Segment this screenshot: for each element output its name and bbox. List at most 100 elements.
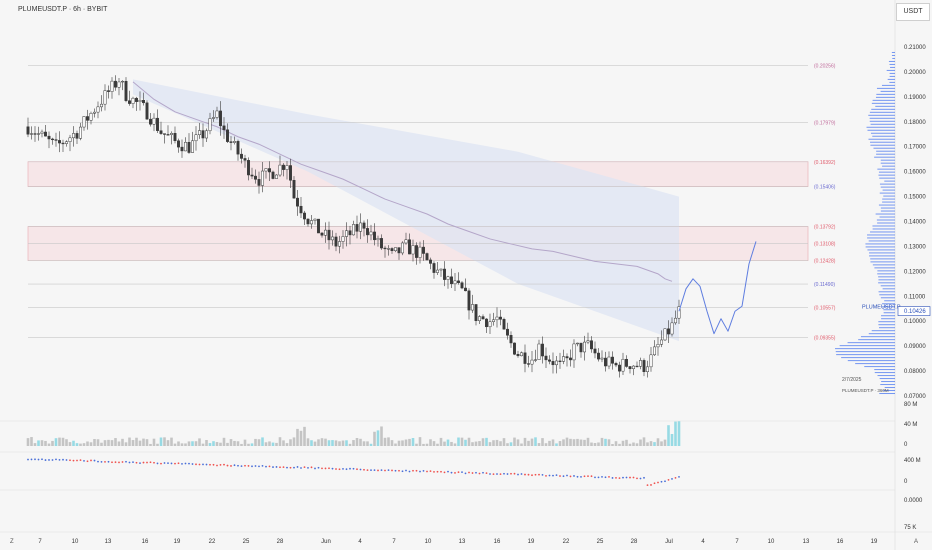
volume-bar bbox=[502, 438, 506, 446]
candle-body bbox=[646, 366, 649, 372]
profile-bar bbox=[884, 387, 895, 389]
profile-bar bbox=[875, 105, 895, 107]
volume-bar bbox=[506, 443, 509, 446]
volume-bar bbox=[68, 442, 72, 446]
volume-bar bbox=[72, 440, 75, 446]
candle-body bbox=[261, 170, 264, 186]
profile-bar bbox=[869, 255, 895, 257]
profile-bar bbox=[867, 129, 895, 131]
currency-button[interactable]: USDT bbox=[896, 3, 930, 21]
volume-bar bbox=[33, 443, 37, 446]
indicator-dot bbox=[233, 464, 236, 467]
level-label-9: (0.09355) bbox=[814, 335, 836, 341]
volume-bar bbox=[310, 440, 313, 446]
profile-bar bbox=[869, 252, 895, 254]
indicator-dot bbox=[604, 476, 607, 479]
volume-bar bbox=[96, 439, 100, 446]
candle-body bbox=[499, 316, 502, 320]
volume-bar bbox=[509, 442, 513, 446]
candle-body bbox=[82, 116, 86, 128]
candle-body bbox=[278, 164, 282, 176]
volume-bar bbox=[495, 439, 499, 446]
profile-bar bbox=[878, 174, 895, 176]
indicator-dot bbox=[282, 466, 285, 469]
candle-body bbox=[355, 224, 359, 232]
volume-bar bbox=[565, 437, 569, 446]
candle-body bbox=[341, 236, 345, 242]
volume-bar bbox=[131, 440, 135, 446]
profile-bar bbox=[847, 342, 895, 344]
volume-bar bbox=[233, 440, 236, 446]
candle-body bbox=[177, 140, 180, 148]
indicator-dot bbox=[366, 469, 369, 472]
candle-body bbox=[285, 165, 289, 170]
candle-body bbox=[26, 126, 30, 135]
indicator-dot bbox=[44, 459, 47, 461]
profile-bar bbox=[866, 126, 895, 128]
candle-body bbox=[173, 133, 177, 142]
y-tick-13: 0.08000 bbox=[904, 369, 926, 375]
volume-bar bbox=[635, 443, 639, 446]
profile-bar bbox=[871, 330, 895, 332]
candle-body bbox=[110, 80, 114, 92]
candle-body bbox=[68, 137, 72, 142]
volume-bar bbox=[656, 438, 660, 446]
volume-bar bbox=[187, 441, 191, 446]
candle-body bbox=[397, 247, 401, 254]
indicator-dot bbox=[146, 461, 148, 464]
y-tick-9: 0.12000 bbox=[904, 269, 926, 275]
indicator-dot bbox=[461, 471, 463, 473]
volume-bar bbox=[75, 443, 79, 446]
candle-body bbox=[222, 125, 226, 131]
candle-body bbox=[625, 358, 628, 367]
candle-body bbox=[450, 276, 453, 285]
profile-bar bbox=[889, 63, 895, 65]
volume-bar bbox=[478, 441, 481, 446]
volume-bar bbox=[429, 439, 432, 446]
volume-bar bbox=[471, 442, 474, 446]
profile-bar bbox=[867, 237, 895, 239]
indicator-dot bbox=[296, 466, 299, 468]
indicator-dot bbox=[279, 466, 281, 469]
candle-body bbox=[635, 365, 639, 368]
indicator-dot bbox=[625, 476, 628, 479]
indicator-dot bbox=[167, 462, 169, 465]
indicator-dot bbox=[583, 475, 586, 478]
ind-tick-1: 0 bbox=[904, 479, 908, 485]
candle-body bbox=[149, 118, 152, 125]
candle-body bbox=[520, 352, 523, 357]
indicator-dot bbox=[293, 466, 295, 469]
indicator-dot bbox=[202, 463, 204, 466]
time-axis[interactable]: 7 10 13 16 19 22 25 28 Jun 4 7 10 13 16 19 22 25 28 Jul 4 7 1… bbox=[10, 539, 918, 545]
candle-body bbox=[100, 103, 103, 108]
candle-body bbox=[345, 230, 348, 237]
volume-bar bbox=[422, 443, 425, 446]
indicator-dot bbox=[86, 460, 89, 463]
profile-bar bbox=[877, 375, 895, 377]
indicator-dot bbox=[356, 468, 358, 471]
volume-bar bbox=[285, 443, 289, 446]
x-tick-0: 7 bbox=[38, 539, 42, 545]
volume-bar bbox=[446, 439, 450, 446]
candle-body bbox=[429, 259, 432, 264]
volume-bar bbox=[107, 439, 110, 446]
profile-bar bbox=[879, 177, 895, 179]
indicator-dot bbox=[678, 476, 680, 478]
indicator-dot bbox=[394, 469, 397, 472]
volume-bar bbox=[219, 442, 222, 446]
profile-bar bbox=[877, 222, 895, 224]
x-tick-9: 4 bbox=[358, 539, 362, 545]
profile-bar bbox=[881, 315, 895, 317]
volume-bar bbox=[614, 441, 618, 446]
x-tick-8: Jun bbox=[321, 539, 331, 545]
indicator-dot bbox=[72, 459, 75, 462]
volume-bar bbox=[247, 443, 250, 446]
indicator-dot bbox=[251, 465, 253, 468]
candle-body bbox=[572, 343, 576, 361]
profile-bar bbox=[878, 321, 895, 323]
indicator-dot bbox=[429, 470, 432, 472]
price-axis[interactable]: 0.21000 0.20000 0.19000 0.18000 0.17000 0.160… bbox=[904, 45, 926, 400]
indicator-dot bbox=[342, 467, 344, 470]
volume-bar bbox=[268, 441, 271, 446]
